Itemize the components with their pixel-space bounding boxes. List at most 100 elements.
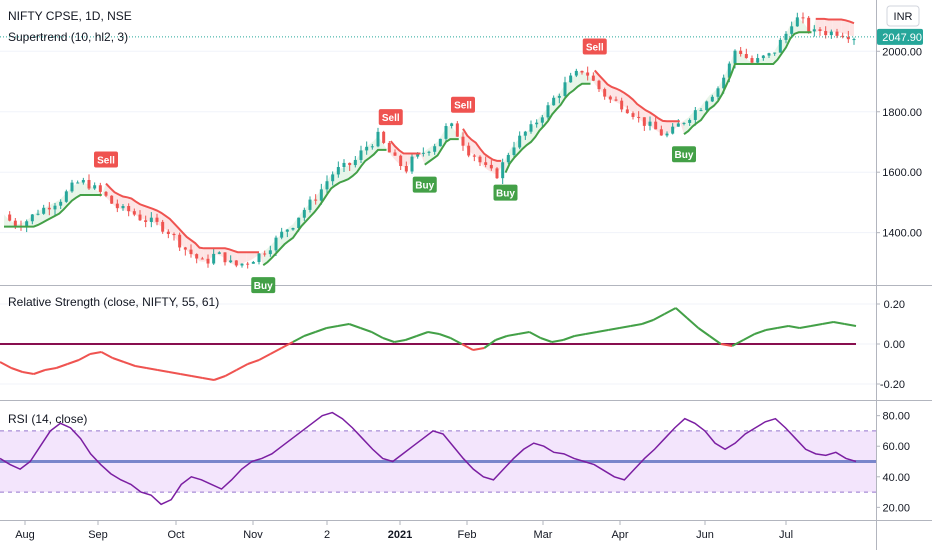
candle-body	[835, 31, 839, 36]
candle-body	[257, 253, 261, 262]
supertrend-fill	[471, 139, 476, 157]
candle-body	[70, 182, 74, 192]
candle-body	[574, 70, 578, 76]
candle-body	[421, 152, 425, 154]
candle-body	[382, 131, 386, 143]
candle-body	[591, 75, 595, 81]
rs-line-segment	[844, 323, 857, 327]
rs-line-segment	[540, 337, 553, 343]
candle-body	[620, 100, 624, 110]
supertrend-fill	[208, 248, 213, 261]
candle-body	[552, 97, 556, 106]
candle-body	[733, 50, 737, 64]
candle-body	[489, 164, 493, 169]
candle-body	[376, 131, 380, 147]
candle-body	[682, 122, 686, 124]
time-tick-label: Nov	[243, 529, 263, 541]
rs-tick-label: -0.20	[880, 379, 905, 391]
supertrend-fill	[662, 120, 667, 135]
candle-body	[671, 126, 675, 134]
supertrend-fill	[582, 70, 587, 84]
supertrend-fill	[123, 196, 128, 211]
candle-body	[104, 191, 108, 196]
candle-body	[370, 146, 374, 148]
candle-body	[506, 154, 510, 163]
supertrend-fill	[760, 57, 765, 64]
sell-signal-label: Sell	[586, 42, 604, 53]
time-tick-label: Apr	[611, 529, 628, 541]
candle-body	[393, 152, 397, 156]
supertrend-fill	[628, 96, 633, 114]
candle-body	[637, 116, 641, 118]
supertrend-fill	[199, 247, 204, 262]
rs-line-segment	[0, 361, 12, 369]
supertrend-fill	[786, 24, 791, 48]
rs-line-segment	[405, 335, 418, 341]
sell-signal	[94, 151, 118, 168]
rs-line-segment	[574, 333, 586, 337]
supertrend-fill	[747, 59, 752, 64]
candle-body	[189, 249, 193, 255]
time-tick-label: Aug	[15, 529, 35, 541]
candle-body	[518, 135, 522, 148]
candle-body	[455, 123, 459, 137]
rs-line-segment	[731, 339, 744, 347]
candle-body	[416, 153, 420, 157]
rs-line-segment	[720, 343, 733, 347]
supertrend-line	[105, 182, 259, 254]
rs-line-segment	[10, 367, 23, 373]
rs-line-segment	[123, 361, 136, 367]
supertrend-fill	[820, 18, 825, 32]
candle-body	[608, 96, 612, 100]
candle-body	[461, 136, 465, 146]
candle-body	[450, 123, 454, 127]
supertrend-fill	[186, 236, 191, 254]
rs-line-segment	[213, 375, 226, 381]
supertrend-fill	[80, 181, 85, 196]
rs-line-segment	[315, 327, 327, 333]
supertrend-line	[683, 31, 812, 136]
candle-body	[688, 119, 692, 123]
candle-body	[603, 89, 607, 97]
candle-body	[478, 156, 482, 163]
supertrend-fill	[165, 215, 170, 233]
candle-body	[206, 258, 210, 264]
candle-body	[359, 150, 363, 160]
rs-line-segment	[427, 331, 440, 335]
candle-body	[438, 138, 442, 147]
candle-body	[302, 209, 306, 218]
candle-body	[563, 82, 567, 96]
rs-tick-label: 0.00	[884, 339, 905, 351]
candle-body	[178, 234, 182, 248]
candle-body	[353, 159, 357, 166]
buy-signal	[251, 277, 276, 294]
rs-line-segment	[360, 327, 373, 333]
rs-line-segment	[326, 325, 339, 329]
supertrend-line	[462, 128, 502, 162]
rs-line-segment	[337, 323, 350, 327]
candle-body	[47, 207, 51, 210]
candle-body	[642, 117, 646, 126]
candle-body	[716, 88, 720, 97]
currency-label: INR	[894, 11, 913, 23]
candle-body	[268, 250, 272, 255]
candle-body	[659, 129, 663, 136]
candle-body	[665, 133, 669, 136]
candle-body	[240, 263, 244, 266]
candle-body	[529, 124, 533, 132]
candle-body	[767, 53, 771, 56]
rs-line-segment	[708, 335, 722, 345]
candle-body	[614, 99, 618, 101]
candle-body	[444, 126, 448, 139]
candle-body	[631, 113, 635, 117]
rs-line-segment	[517, 331, 530, 335]
candle-body	[8, 214, 12, 221]
rs-line-segment	[641, 319, 654, 325]
rs-line-segment	[236, 363, 249, 371]
candle-body	[87, 179, 91, 189]
supertrend-fill	[76, 181, 81, 198]
candle-body	[676, 123, 680, 127]
currency-button	[886, 5, 920, 27]
